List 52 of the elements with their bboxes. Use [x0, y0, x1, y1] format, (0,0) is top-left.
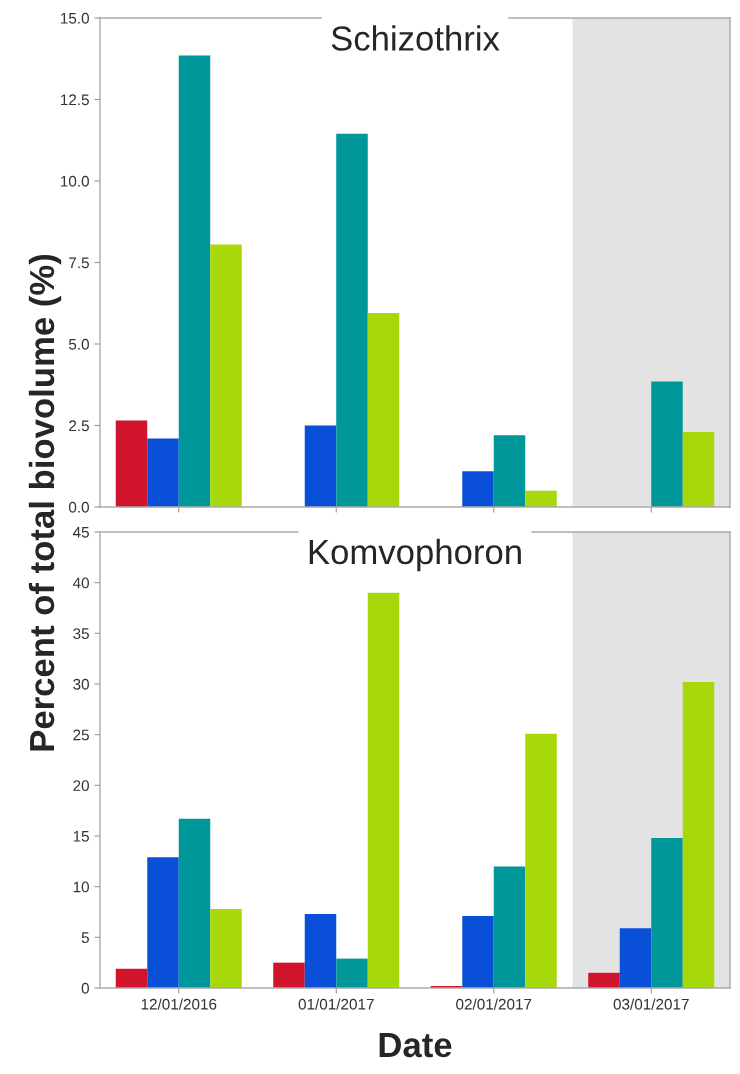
y-tick-label: 5 [81, 932, 89, 944]
bar [619, 928, 652, 988]
bar [304, 425, 337, 507]
bar [651, 381, 683, 507]
bar [462, 471, 494, 507]
y-tick-label: 30 [73, 678, 89, 690]
chart-title: Komvophoron [309, 538, 521, 572]
y-tick-label: 7.5 [69, 257, 89, 269]
bar [210, 244, 242, 507]
y-tick-label: 25 [73, 729, 89, 741]
y-tick-label: 40 [72, 577, 89, 589]
y-tick-label: 10 [73, 881, 89, 893]
bar [178, 818, 211, 988]
y-tick-label: 10.0 [61, 175, 89, 187]
bar [682, 681, 715, 988]
bar [115, 968, 148, 988]
bar [273, 962, 305, 988]
bar [367, 592, 400, 988]
y-tick-label: 12.5 [61, 94, 89, 106]
x-tick-label: 03/01/2017 [613, 998, 689, 1010]
bar [682, 432, 715, 507]
bar [525, 490, 557, 507]
bar [115, 420, 148, 507]
y-tick-label: 15 [73, 831, 89, 842]
bar [651, 838, 683, 988]
y-tick-label: 0 [81, 982, 89, 994]
y-tick-label: 5.0 [68, 338, 89, 350]
bar [462, 916, 494, 988]
bar [304, 914, 337, 988]
y-tick-label: 35 [73, 628, 89, 640]
bar [210, 908, 242, 988]
chart-title: Schizothrix [331, 25, 500, 51]
y-axis-title: Percent of total biovolume (%) [28, 254, 62, 751]
bar [493, 435, 526, 507]
bar [147, 438, 179, 507]
x-tick-label: 01/01/2017 [298, 998, 374, 1010]
bar [367, 313, 400, 507]
x-axis-title: Date [379, 1033, 452, 1058]
bar [336, 133, 368, 507]
y-tick-label: 20 [73, 780, 89, 792]
y-tick-label: 15.0 [61, 12, 89, 24]
y-tick-label: 45 [72, 527, 89, 538]
bar [493, 866, 526, 988]
x-tick-label: 02/01/2017 [456, 998, 532, 1010]
bar [336, 958, 368, 988]
x-tick-label: 12/01/2016 [141, 998, 217, 1010]
bar [147, 857, 179, 988]
bar [178, 55, 211, 507]
y-tick-label: 2.5 [69, 420, 89, 432]
bar [588, 972, 620, 988]
y-tick-label: 0.0 [68, 501, 89, 513]
bar [525, 733, 557, 988]
